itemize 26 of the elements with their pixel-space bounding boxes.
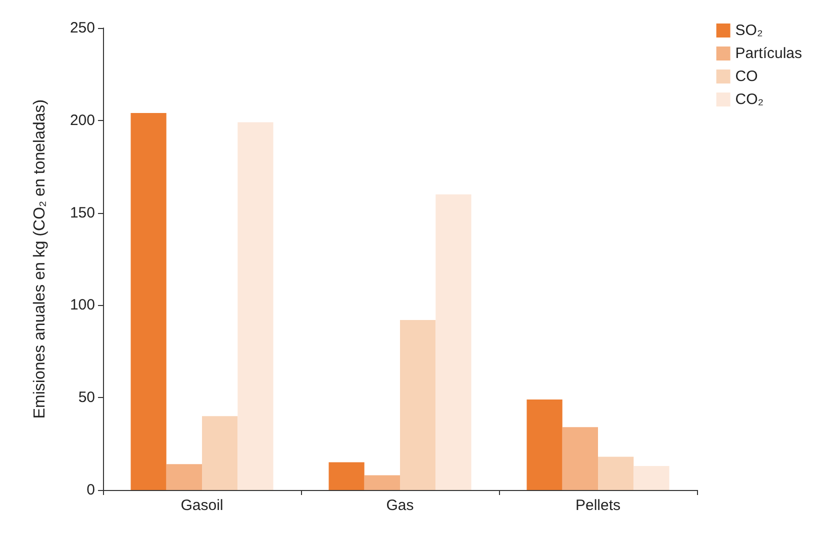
bar [436,194,472,490]
bar [562,427,598,490]
x-tick-label: Pellets [575,497,621,514]
legend-label: CO₂ [735,91,764,108]
bar [364,475,400,490]
y-tick-label: 150 [70,204,95,222]
bar [328,462,364,490]
y-tick-label: 100 [70,296,95,314]
bar [166,464,202,490]
bar [598,456,634,490]
bar [634,466,670,490]
bar [526,399,562,490]
y-axis-title: Emisiones anuales en kg (CO₂ en toneladas) [32,99,48,419]
y-tick-label: 0 [86,482,95,498]
y-tick-label: 50 [78,389,95,406]
x-tick-label: Gasoil [180,497,224,514]
legend-label: Partículas [735,45,802,62]
x-tick-label: Gas [386,497,414,514]
legend-label: SO₂ [735,22,763,39]
bar [238,122,274,490]
bar [400,320,436,490]
y-tick-label: 200 [70,112,95,129]
bar [202,416,238,490]
bar [130,113,166,490]
legend-label: CO [735,68,758,85]
y-tick-label: 250 [70,20,95,36]
